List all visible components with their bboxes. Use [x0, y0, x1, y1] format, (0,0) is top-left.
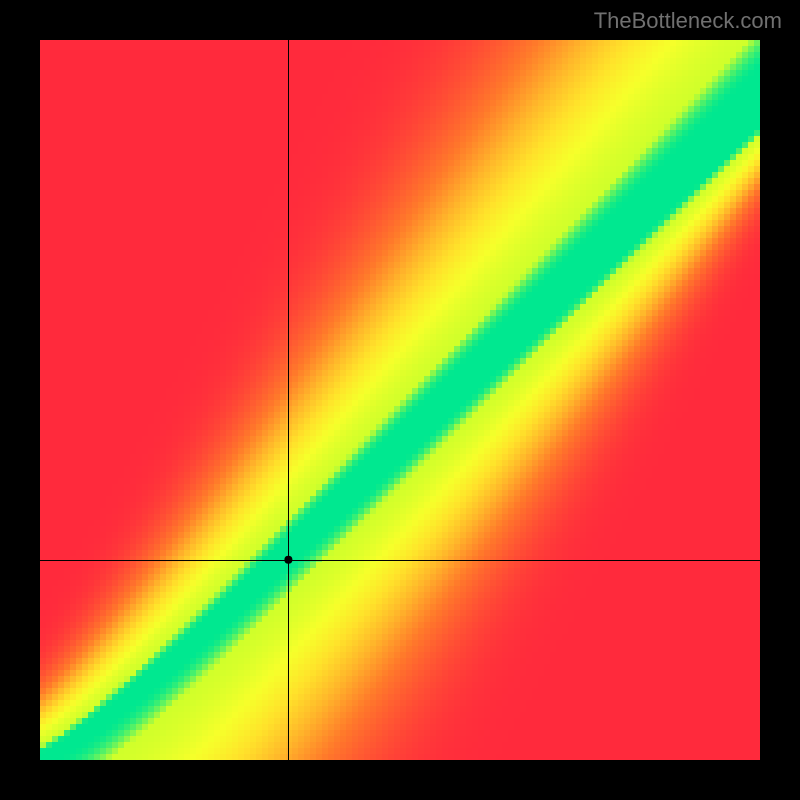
- chart-container: TheBottleneck.com: [0, 0, 800, 800]
- bottleneck-heatmap: [40, 40, 760, 760]
- heatmap-canvas: [40, 40, 760, 760]
- watermark-text: TheBottleneck.com: [594, 8, 782, 34]
